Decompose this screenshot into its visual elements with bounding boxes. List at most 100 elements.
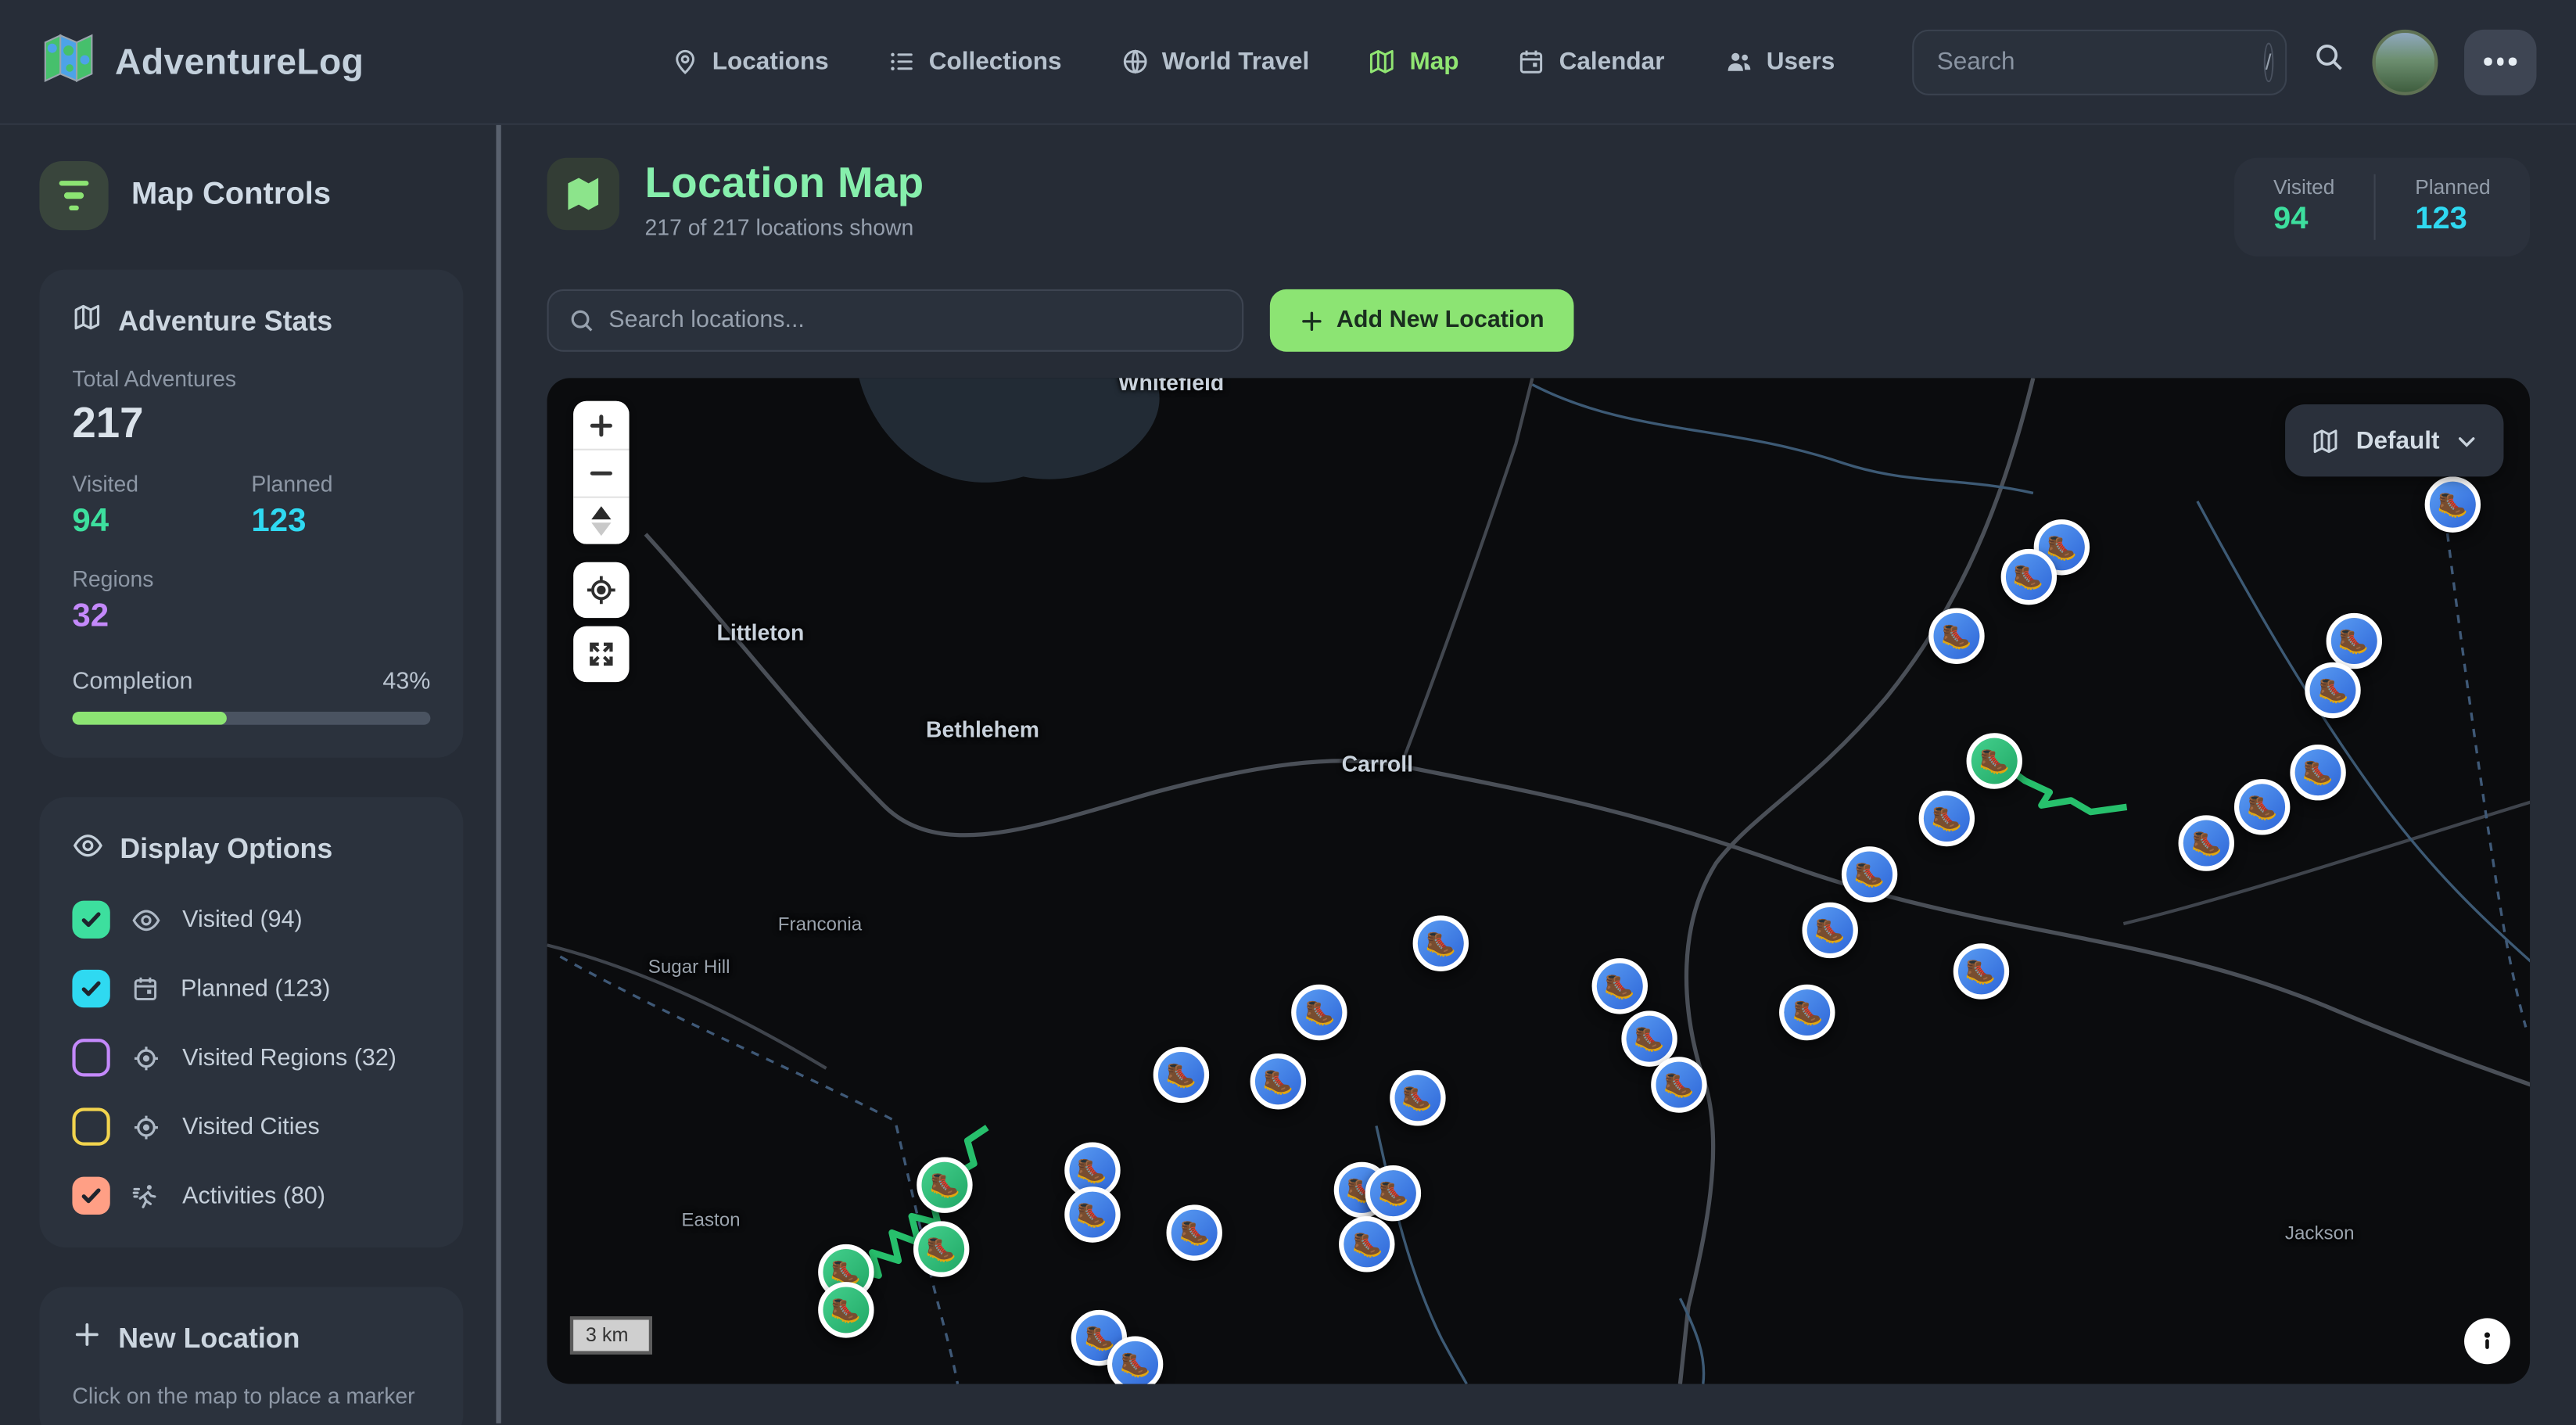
planned-label: Planned: [251, 472, 333, 497]
brand[interactable]: AdventureLog: [39, 30, 364, 94]
map-style-selector[interactable]: Default: [2285, 404, 2504, 477]
map-marker-planned[interactable]: 🥾: [1153, 1046, 1209, 1103]
map-marker-planned[interactable]: 🥾: [2000, 549, 2057, 605]
map-marker-planned[interactable]: 🥾: [1621, 1010, 1677, 1068]
map-marker-visited[interactable]: 🥾: [913, 1221, 969, 1277]
map-controls-sidebar: Map Controls Adventure Stats Total Adven…: [0, 125, 496, 1425]
map-marker-planned[interactable]: 🥾: [2289, 744, 2346, 801]
display-option-visited-regions-32[interactable]: Visited Regions (32): [72, 1039, 430, 1077]
regions-value: 32: [72, 598, 109, 635]
map-marker-planned[interactable]: 🥾: [2424, 476, 2481, 532]
avatar[interactable]: [2372, 28, 2438, 95]
checkbox-checked[interactable]: [72, 900, 110, 939]
nav-item-map[interactable]: Map: [1369, 48, 1458, 76]
map-marker-planned[interactable]: 🥾: [1651, 1057, 1707, 1114]
sidebar-divider[interactable]: [496, 124, 500, 1423]
map-marker-planned[interactable]: 🥾: [1167, 1204, 1223, 1260]
checkbox-checked[interactable]: [72, 969, 110, 1008]
map-style-value: Default: [2355, 426, 2440, 455]
map-marker-planned[interactable]: 🥾: [1928, 608, 1985, 665]
map-marker-planned[interactable]: 🥾: [1780, 983, 1836, 1040]
eye-icon: [131, 905, 161, 935]
filter-icon[interactable]: [39, 160, 109, 231]
map-marker-planned[interactable]: 🥾: [1389, 1070, 1445, 1126]
display-option-planned-123[interactable]: Planned (123): [72, 969, 430, 1008]
map-marker-planned[interactable]: 🥾: [1365, 1165, 1422, 1222]
location-search[interactable]: [546, 289, 1243, 352]
map-marker-planned[interactable]: 🥾: [1250, 1053, 1307, 1111]
fullscreen-button[interactable]: [572, 626, 629, 683]
page-title: Location Map: [644, 157, 924, 207]
new-location-card: New Location Click on the map to place a…: [39, 1287, 464, 1425]
map-marker-visited[interactable]: 🥾: [1966, 732, 2022, 788]
map-marker-planned[interactable]: 🥾: [1339, 1215, 1396, 1272]
nav-item-collections[interactable]: Collections: [888, 48, 1062, 76]
map-marker-planned[interactable]: 🥾: [1064, 1186, 1120, 1242]
global-search[interactable]: /: [1912, 28, 2287, 95]
list-icon: [888, 48, 916, 76]
map-marker-planned[interactable]: 🥾: [1841, 845, 1898, 903]
global-search-input[interactable]: [1936, 47, 2264, 76]
display-option-visited-cities[interactable]: Visited Cities: [72, 1107, 430, 1146]
completion-progress-fill: [72, 711, 227, 725]
attribution-info-button[interactable]: [2464, 1318, 2510, 1365]
eye-icon: [72, 830, 103, 869]
map-marker-visited[interactable]: 🥾: [817, 1281, 874, 1337]
more-menu-button[interactable]: [2464, 28, 2537, 95]
plus-icon: [72, 1320, 102, 1358]
location-search-input[interactable]: [608, 307, 1222, 334]
map-marker-planned[interactable]: 🥾: [1801, 902, 1858, 959]
zoom-out-button[interactable]: [572, 448, 629, 497]
badge-planned-label: Planned: [2415, 175, 2491, 199]
map-marker-planned[interactable]: 🥾: [2325, 612, 2382, 669]
page-subtitle: 217 of 217 locations shown: [644, 215, 914, 240]
display-option-visited-94[interactable]: Visited (94): [72, 900, 430, 939]
map-marker-planned[interactable]: 🥾: [1591, 958, 1648, 1015]
pitch-toggle-button[interactable]: [572, 496, 629, 544]
visited-planned-badge: Visited 94 Planned 123: [2233, 157, 2531, 257]
main-content: Location Map 217 of 217 locations shown …: [500, 125, 2576, 1423]
total-adventures-value: 217: [72, 397, 144, 447]
map-marker-planned[interactable]: 🥾: [2178, 814, 2235, 871]
visited-value: 94: [72, 503, 109, 540]
nav-item-users[interactable]: Users: [1724, 48, 1835, 76]
search-icon[interactable]: [2313, 41, 2346, 83]
map-marker-planned[interactable]: 🥾: [1952, 943, 2009, 1000]
map-marker-planned[interactable]: 🥾: [2305, 662, 2362, 720]
completion-label: Completion: [72, 669, 193, 695]
calendar-icon: [1518, 48, 1546, 76]
checkbox-unchecked[interactable]: [72, 1039, 110, 1077]
nav-item-locations[interactable]: Locations: [671, 48, 829, 76]
map-marker-planned[interactable]: 🥾: [1412, 915, 1469, 971]
map-marker-planned[interactable]: 🥾: [2233, 778, 2291, 835]
add-new-location-button[interactable]: Add New Location: [1268, 289, 1574, 352]
top-navbar: AdventureLog Locations Collections World T…: [0, 0, 2576, 125]
zoom-in-button[interactable]: [572, 400, 629, 449]
display-options-list: Visited (94) Planned (123) Visited Regions…: [72, 900, 430, 1215]
map-marker-visited[interactable]: 🥾: [917, 1157, 974, 1213]
map-icon: [72, 303, 102, 340]
run-icon: [131, 1181, 161, 1211]
nav-item-calendar[interactable]: Calendar: [1518, 48, 1664, 76]
map-marker-planned[interactable]: 🥾: [1918, 790, 1975, 847]
location-map-icon: [546, 157, 619, 231]
map-marker-planned[interactable]: 🥾: [1107, 1335, 1164, 1384]
new-location-title: New Location: [118, 1322, 300, 1354]
stats-title: Adventure Stats: [118, 304, 333, 336]
map-zoom-controls: [572, 400, 629, 544]
completion-percent: 43%: [382, 669, 431, 695]
nav-item-world-travel[interactable]: World Travel: [1121, 48, 1309, 76]
navbar-right: /: [1912, 28, 2537, 95]
checkbox-unchecked[interactable]: [72, 1107, 110, 1146]
map-base-layer: [546, 378, 2531, 1384]
map-marker-planned[interactable]: 🥾: [1292, 985, 1348, 1041]
locate-me-button[interactable]: [572, 562, 629, 619]
map-canvas[interactable]: Whitefield Littleton Bethlehem Carroll Franc…: [546, 378, 2531, 1384]
checkbox-checked[interactable]: [72, 1176, 110, 1215]
visited-label: Visited: [72, 472, 139, 497]
display-option-activities-80[interactable]: Activities (80): [72, 1176, 430, 1215]
badge-planned-value: 123: [2415, 202, 2467, 237]
pin-icon: [671, 48, 699, 76]
badge-visited-label: Visited: [2273, 175, 2335, 199]
